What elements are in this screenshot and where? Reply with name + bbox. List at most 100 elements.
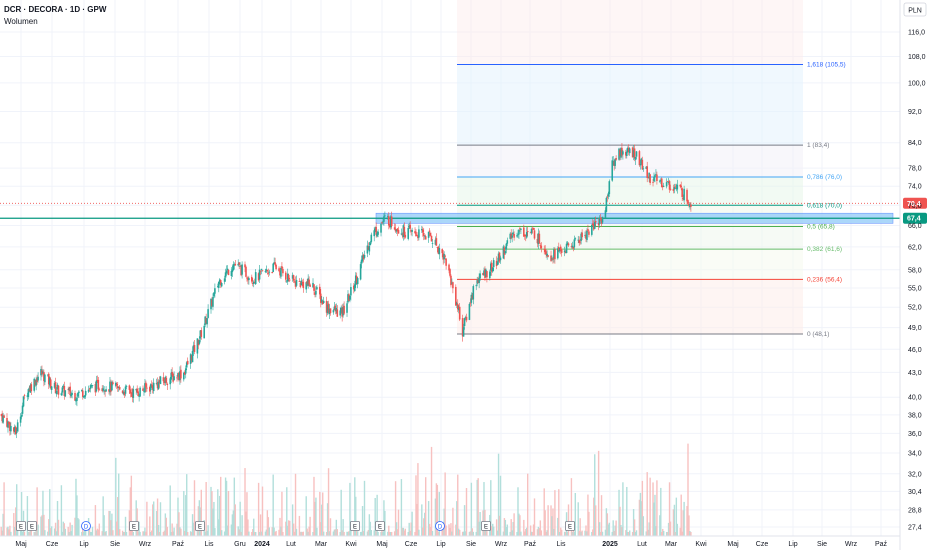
candle-body bbox=[665, 182, 668, 187]
dividend-marker bbox=[81, 521, 91, 531]
candle-body bbox=[411, 229, 413, 232]
candle-body bbox=[64, 390, 67, 397]
candle-body bbox=[70, 393, 72, 397]
volume-bar bbox=[431, 530, 434, 536]
volume-bar bbox=[470, 482, 473, 536]
candle-body bbox=[306, 281, 308, 285]
candle-body bbox=[683, 188, 685, 201]
volume-bar bbox=[621, 526, 623, 536]
candle-body bbox=[1, 413, 3, 422]
volume-bar bbox=[293, 531, 296, 536]
candle-body bbox=[325, 300, 328, 313]
candle-body bbox=[144, 383, 146, 393]
candle-body bbox=[431, 243, 434, 244]
volume-bar bbox=[509, 531, 511, 536]
volume-bar bbox=[144, 527, 146, 536]
price-tick-label: 58,0 bbox=[908, 267, 922, 274]
candle-body bbox=[471, 295, 474, 299]
volume-bar bbox=[48, 519, 50, 536]
candle-body bbox=[410, 230, 412, 232]
price-axis bbox=[899, 0, 927, 550]
volume-bar bbox=[152, 504, 154, 536]
volume-bar bbox=[336, 529, 338, 536]
volume-bar bbox=[53, 528, 56, 536]
candle-body bbox=[47, 374, 49, 376]
candle-body bbox=[67, 388, 70, 390]
volume-bar bbox=[353, 530, 355, 536]
candle-body bbox=[690, 204, 692, 207]
volume-bar bbox=[400, 479, 403, 536]
volume-bar bbox=[389, 532, 391, 536]
candle-body bbox=[171, 371, 173, 376]
volume-bar bbox=[286, 487, 288, 536]
volume-bar bbox=[450, 523, 452, 536]
volume-bar bbox=[124, 516, 127, 536]
candle-body bbox=[102, 388, 104, 391]
volume-bar bbox=[620, 525, 622, 536]
volume-bar bbox=[679, 527, 681, 536]
volume-bar bbox=[384, 510, 386, 536]
volume-bar bbox=[60, 485, 63, 536]
volume-bar bbox=[299, 531, 302, 536]
candle-body bbox=[546, 253, 548, 257]
volume-bar bbox=[125, 531, 128, 536]
volume-bar bbox=[512, 522, 514, 536]
volume-bar bbox=[333, 529, 336, 536]
candle-body bbox=[402, 225, 405, 237]
candle-body bbox=[326, 304, 329, 314]
candle-body bbox=[234, 264, 237, 266]
candle-body bbox=[238, 262, 240, 265]
candle-body bbox=[645, 166, 648, 169]
volume-bar bbox=[538, 528, 541, 536]
candle-body bbox=[490, 262, 493, 272]
price-tick-label: 36,0 bbox=[908, 431, 922, 438]
candle-body bbox=[173, 376, 175, 381]
candle-body bbox=[483, 270, 485, 276]
candle-body bbox=[655, 174, 657, 175]
candle-body bbox=[48, 378, 51, 386]
candle-body bbox=[322, 300, 325, 304]
time-tick-label: Lis bbox=[557, 541, 566, 548]
candle-body bbox=[333, 306, 336, 310]
volume-bar bbox=[258, 531, 261, 536]
candle-body bbox=[476, 280, 478, 284]
candle-body bbox=[687, 200, 689, 204]
volume-bar bbox=[469, 531, 472, 536]
candle-body bbox=[497, 253, 500, 262]
candle-body bbox=[376, 233, 378, 237]
volume-bar bbox=[393, 531, 396, 536]
volume-bar bbox=[81, 531, 83, 536]
volume-bar bbox=[26, 496, 29, 536]
candle-body bbox=[61, 387, 64, 393]
volume-bar bbox=[689, 531, 691, 536]
candle-body bbox=[354, 275, 357, 285]
candle-body bbox=[257, 273, 260, 281]
volume-bar bbox=[370, 530, 373, 536]
volume-bar bbox=[19, 530, 22, 536]
volume-bar bbox=[376, 494, 378, 536]
candle-body bbox=[347, 294, 349, 303]
candle-body bbox=[295, 279, 298, 286]
volume-bar bbox=[327, 468, 330, 536]
candle-body bbox=[205, 317, 207, 324]
candle-body bbox=[47, 373, 50, 385]
volume-bar bbox=[315, 497, 317, 536]
candle-body bbox=[458, 306, 461, 320]
volume-bar bbox=[171, 523, 173, 536]
candle-body bbox=[219, 280, 222, 286]
candle-body bbox=[503, 247, 506, 255]
volume-bar bbox=[237, 526, 239, 536]
volume-bar bbox=[170, 531, 172, 536]
candle-body bbox=[545, 251, 547, 255]
volume-bar bbox=[599, 531, 602, 536]
candle-body bbox=[22, 396, 25, 407]
candle-body bbox=[436, 246, 439, 248]
candle-body bbox=[285, 272, 287, 280]
candle-body bbox=[375, 226, 377, 235]
volume-bar bbox=[587, 494, 589, 536]
volume-bar bbox=[387, 531, 389, 536]
candle-body bbox=[510, 233, 512, 239]
time-tick-label: Mar bbox=[315, 541, 328, 548]
candle-body bbox=[444, 255, 446, 257]
